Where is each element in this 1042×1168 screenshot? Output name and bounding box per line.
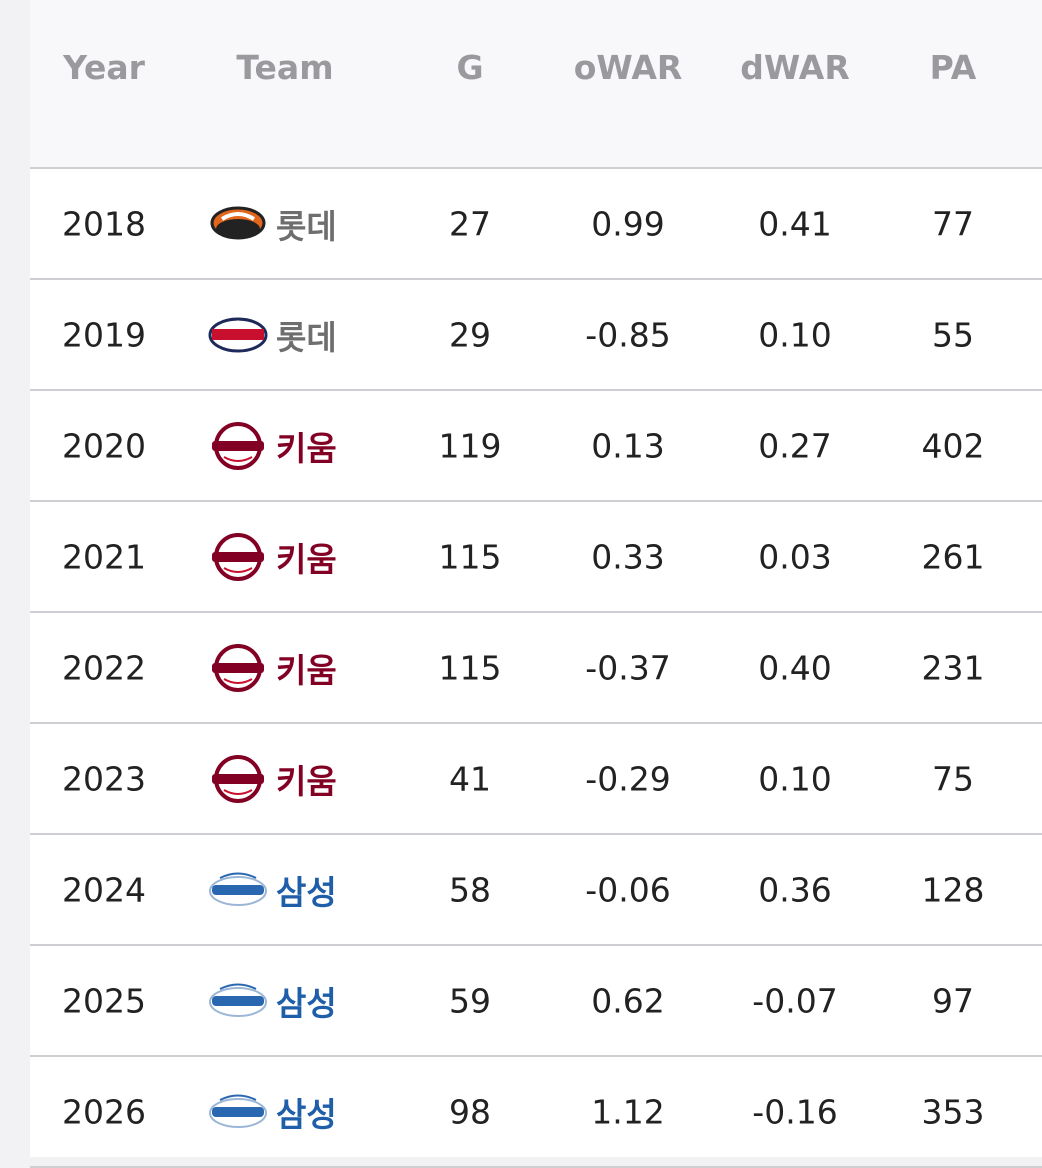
table-row: 2019 롯데 29 -0.85 0.10 55	[30, 280, 1042, 391]
table-cell: 0.33	[591, 537, 665, 576]
team-logo	[212, 532, 264, 581]
table-cell: 58	[449, 870, 491, 909]
team-name: 롯데	[276, 317, 337, 357]
team-logo	[209, 983, 267, 1017]
table-cell: -0.37	[585, 648, 671, 687]
team-cell: 롯데	[208, 199, 337, 249]
table-cell: 2018	[62, 204, 146, 243]
table-cell: 2023	[62, 759, 146, 798]
column-header: PA	[929, 48, 977, 87]
team-name: 키움	[276, 539, 337, 579]
table-cell: 0.10	[758, 759, 832, 798]
table-cell: 353	[921, 1092, 985, 1131]
table-cell: 0.03	[758, 537, 832, 576]
team-name: 삼성	[276, 872, 337, 912]
team-logo	[208, 317, 268, 352]
team-name: 키움	[276, 428, 337, 468]
table-cell: 2024	[62, 870, 146, 909]
team-name: 삼성	[276, 1094, 337, 1134]
team-name: 키움	[276, 761, 337, 801]
team-logo	[209, 1094, 267, 1128]
column-header: G	[456, 48, 484, 87]
team-cell: 키움	[208, 643, 337, 693]
column-header: oWAR	[573, 48, 683, 87]
table-row: 2022 키움 115 -0.37 0.40 231	[30, 613, 1042, 724]
table-row: 2026 삼성 98 1.12 -0.16 353	[30, 1057, 1042, 1168]
table-cell: 55	[932, 315, 974, 354]
table-cell: 2021	[62, 537, 146, 576]
table-row: 2024 삼성 58 -0.06 0.36 128	[30, 835, 1042, 946]
table-cell: 41	[449, 759, 491, 798]
table-cell: 115	[438, 648, 502, 687]
table-cell: 2019	[62, 315, 146, 354]
team-cell: 롯데	[208, 310, 337, 360]
table-row: 2023 키움 41 -0.29 0.10 75	[30, 724, 1042, 835]
table-cell: 1.12	[591, 1092, 665, 1131]
team-cell: 삼성	[208, 1087, 337, 1137]
table-row: 2018 롯데 27 0.99 0.41 77	[30, 169, 1042, 280]
team-cell: 삼성	[208, 976, 337, 1026]
team-name: 키움	[276, 650, 337, 690]
table-cell: 0.27	[758, 426, 832, 465]
table-cell: -0.85	[585, 315, 671, 354]
table-row: 2025 삼성 59 0.62 -0.07 97	[30, 946, 1042, 1057]
team-logo	[210, 206, 266, 239]
table-cell: 115	[438, 537, 502, 576]
team-cell: 키움	[208, 421, 337, 471]
table-cell: 77	[932, 204, 974, 243]
table-cell: -0.07	[752, 981, 838, 1020]
table-cell: 59	[449, 981, 491, 1020]
table-cell: 2020	[62, 426, 146, 465]
table-cell: 119	[438, 426, 502, 465]
table-cell: 29	[449, 315, 491, 354]
team-logo	[209, 872, 267, 906]
table-cell: 2022	[62, 648, 146, 687]
table-cell: 0.10	[758, 315, 832, 354]
table-row: 2021 키움 115 0.33 0.03 261	[30, 502, 1042, 613]
column-header: Team	[236, 48, 334, 87]
table-cell: 0.41	[758, 204, 832, 243]
table-cell: -0.06	[585, 870, 671, 909]
table-cell: 2025	[62, 981, 146, 1020]
table-cell: -0.16	[752, 1092, 838, 1131]
table-cell: 75	[932, 759, 974, 798]
team-name: 롯데	[276, 206, 337, 246]
team-cell: 키움	[208, 532, 337, 582]
table-cell: 231	[921, 648, 985, 687]
table-cell: 0.13	[591, 426, 665, 465]
team-name: 삼성	[276, 983, 337, 1023]
table-cell: 261	[921, 537, 985, 576]
table-cell: 98	[449, 1092, 491, 1131]
team-logo	[212, 643, 264, 692]
table-cell: 402	[921, 426, 985, 465]
table-cell: 0.99	[591, 204, 665, 243]
team-cell: 삼성	[208, 865, 337, 915]
table-cell: 97	[932, 981, 974, 1020]
table-cell: 2026	[62, 1092, 146, 1131]
table-cell: 0.40	[758, 648, 832, 687]
column-header: Year	[63, 48, 145, 87]
table-cell: 128	[921, 870, 985, 909]
table-cell: 0.36	[758, 870, 832, 909]
table-row: 2020 키움 119 0.13 0.27 402	[30, 391, 1042, 502]
table-cell: -0.29	[585, 759, 671, 798]
team-cell: 키움	[208, 754, 337, 804]
team-logo	[212, 421, 264, 470]
table-cell: 27	[449, 204, 491, 243]
team-logo	[212, 754, 264, 803]
column-header: dWAR	[740, 48, 850, 87]
table-cell: 0.62	[591, 981, 665, 1020]
